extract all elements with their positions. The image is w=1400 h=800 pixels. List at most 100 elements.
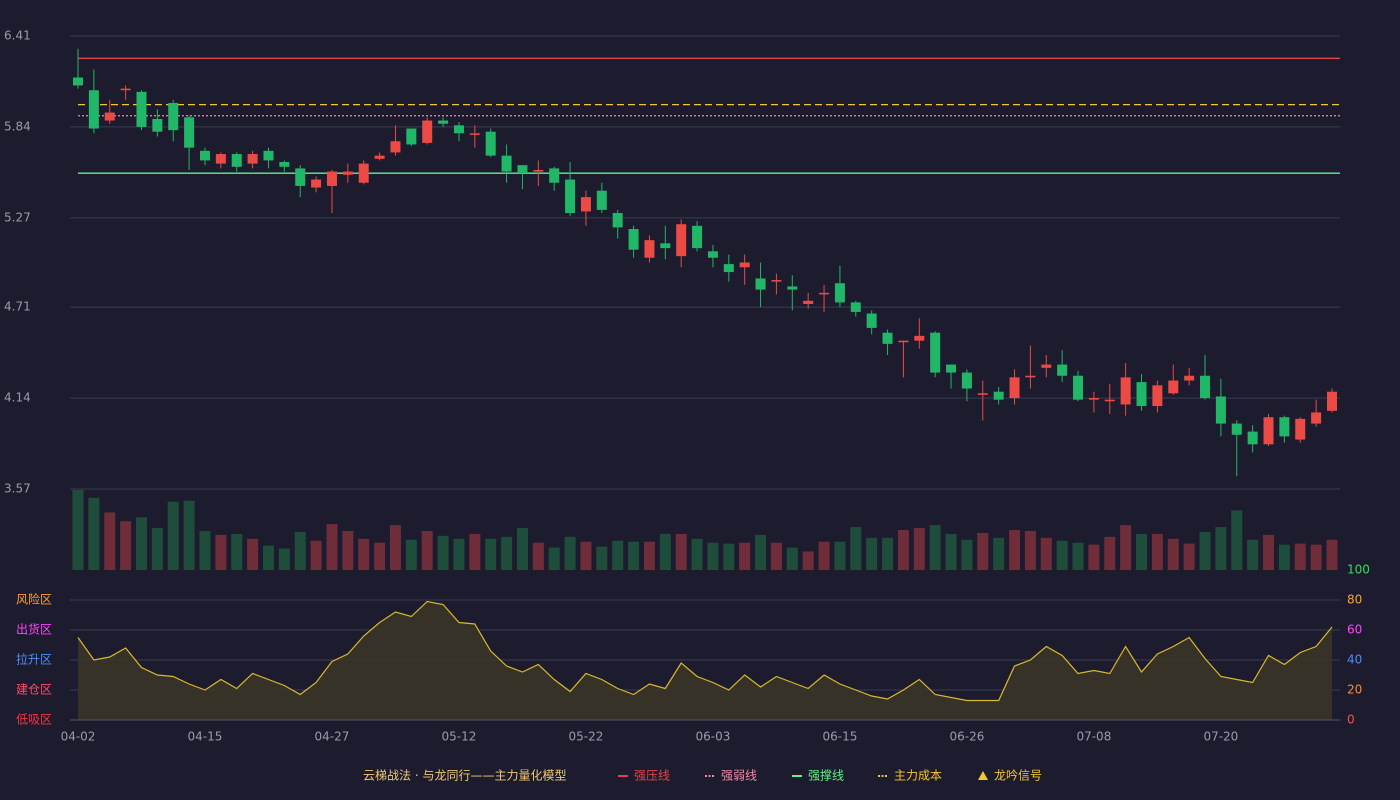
candle-body [1263, 417, 1274, 445]
candle-body [977, 393, 988, 395]
volume-bar [1120, 525, 1132, 570]
volume-bar [961, 539, 973, 570]
volume-bar [310, 540, 322, 570]
legend-swatch [978, 771, 988, 780]
y-tick-label: 6.41 [4, 29, 31, 43]
candle-body [263, 150, 274, 161]
candle-body [501, 155, 512, 172]
candle-body [517, 165, 528, 174]
volume-bar [326, 524, 338, 570]
candle-body [168, 102, 179, 131]
candle-body [485, 131, 496, 156]
candle-body [533, 169, 544, 172]
candle-body [73, 77, 83, 86]
x-tick-label: 06-26 [949, 730, 984, 744]
x-tick-label: 07-08 [1076, 730, 1111, 744]
candle-body [660, 243, 671, 249]
candle-body [692, 225, 703, 249]
zone-label: 建仓区 [16, 683, 52, 697]
zone-label: 低吸区 [16, 713, 52, 727]
volume-bar [1247, 539, 1259, 570]
y2-tick-label: 100 [1347, 563, 1370, 577]
volume-bar [1326, 539, 1338, 570]
volume-bar [1104, 536, 1116, 570]
candle-body [1009, 377, 1020, 399]
candle-body [1215, 396, 1226, 424]
candle-body [469, 133, 480, 135]
candle-body [1184, 375, 1195, 381]
y-tick-label: 4.71 [4, 300, 31, 314]
candle-body [1120, 377, 1131, 405]
candle-body [739, 262, 750, 268]
candle-body [152, 118, 163, 132]
candle-body [755, 278, 766, 290]
volume-bar [104, 512, 116, 570]
candle-body [723, 264, 734, 273]
volume-bar [739, 542, 751, 570]
candle-body [834, 283, 845, 303]
candle-body [898, 340, 909, 343]
candle-body [882, 332, 893, 344]
candle-body [1231, 423, 1242, 435]
volume-bar [342, 530, 354, 570]
legend-label: 强压线 [634, 769, 670, 783]
volume-bar [770, 542, 782, 570]
y2-tick-label: 40 [1347, 653, 1362, 667]
candle-body [1152, 385, 1163, 407]
candle-body [549, 168, 560, 183]
y2-tick-label: 80 [1347, 593, 1362, 607]
volume-bar [1024, 530, 1036, 570]
x-tick-label: 06-03 [695, 730, 730, 744]
candle-body [358, 163, 369, 183]
volume-bar [707, 542, 719, 570]
volume-bar [1088, 544, 1100, 570]
legend-label: 强撑线 [808, 768, 844, 783]
candle-body [247, 154, 258, 164]
candle-body [1295, 418, 1306, 440]
candle-body [453, 125, 464, 134]
candle-body [628, 229, 639, 250]
volume-bar [262, 545, 274, 570]
volume-bar [993, 537, 1005, 570]
legend-title: 云梯战法 · 与龙同行——主力量化模型 [363, 769, 566, 783]
volume-bar [786, 547, 798, 570]
volume-bar [945, 533, 957, 570]
zone-label: 风险区 [16, 592, 52, 607]
volume-bar [818, 541, 830, 570]
volume-bar [882, 537, 894, 570]
volume-bar [199, 530, 211, 570]
candle-body [104, 112, 115, 121]
candle-body [342, 171, 353, 175]
volume-bar [755, 534, 767, 570]
candle-body [326, 171, 337, 186]
volume-bar [453, 538, 465, 570]
volume-bar [564, 536, 576, 570]
zone-label: 拉升区 [16, 652, 52, 667]
volume-bar [72, 490, 84, 570]
volume-bar [421, 530, 433, 570]
candle-body [1104, 399, 1115, 402]
zone-label: 出货区 [16, 622, 52, 637]
candle-body [787, 286, 798, 290]
candle-body [993, 391, 1004, 400]
volume-bar [1199, 531, 1211, 570]
candle-body [422, 120, 433, 143]
x-tick-label: 04-15 [188, 730, 223, 744]
candle-body [199, 150, 210, 161]
volume-bar [1136, 533, 1148, 570]
candle-body [866, 313, 877, 328]
volume-bar [1009, 530, 1021, 570]
volume-bar [183, 500, 195, 570]
volume-bar [643, 541, 655, 570]
x-tick-label: 05-12 [442, 730, 477, 744]
candle-body [565, 179, 576, 214]
volume-bar [659, 533, 671, 570]
candle-body [1088, 398, 1099, 400]
y-tick-label: 5.27 [4, 210, 31, 224]
volume-bar [1040, 537, 1052, 570]
volume-bar [135, 517, 147, 570]
volume-bar [167, 501, 179, 570]
volume-bar [1278, 544, 1290, 570]
candle-body [612, 213, 623, 228]
